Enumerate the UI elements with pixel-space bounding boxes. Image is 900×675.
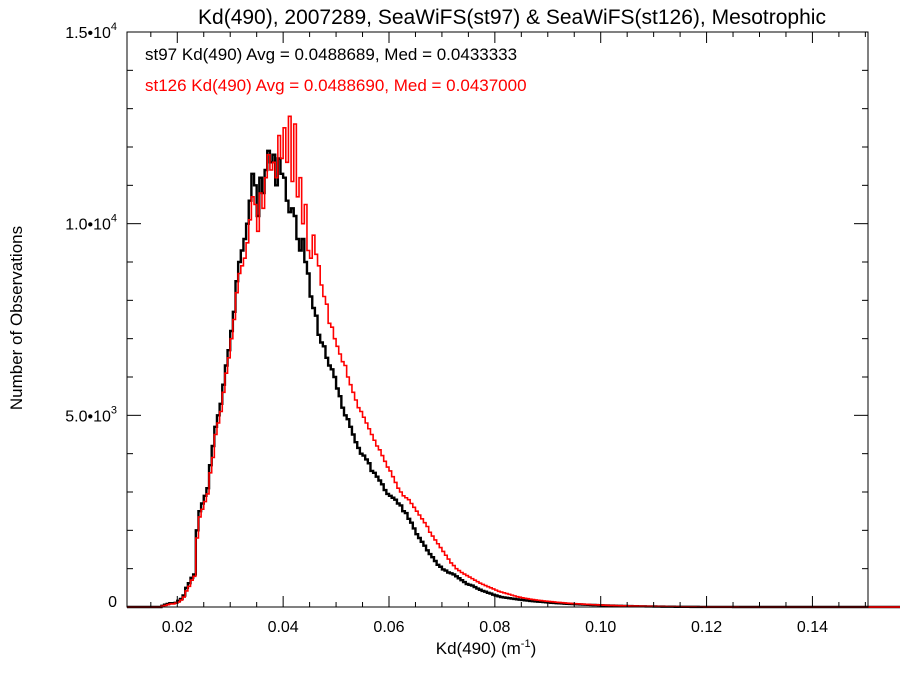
- x-tick-label: 0.06: [373, 619, 404, 636]
- plot-frame: [126, 31, 869, 608]
- x-tick-label: 0.12: [691, 619, 722, 636]
- y-axis-ticks: 0 5.0•103 1.0•104 1.5•104: [65, 21, 868, 611]
- x-tick-label: 0.10: [585, 619, 616, 636]
- annotation-2: st126 Kd(490) Avg = 0.0488690, Med = 0.0…: [145, 76, 527, 95]
- x-tick-label: 0.02: [162, 619, 193, 636]
- y-tick-label: 5.0•103: [65, 404, 117, 425]
- x-tick-label: 0.04: [268, 619, 299, 636]
- annotation-1: st97 Kd(490) Avg = 0.0488689, Med = 0.04…: [145, 45, 517, 64]
- x-axis-label: Kd(490) (m-1): [436, 638, 536, 658]
- y-tick-label: 1.0•104: [65, 213, 117, 234]
- annotations: st97 Kd(490) Avg = 0.0488689, Med = 0.04…: [145, 45, 527, 95]
- x-axis-ticks: 0.02 0.04 0.06 0.08 0.10 0.12 0.14: [150, 32, 866, 636]
- series-st126-line: [127, 115, 900, 608]
- x-tick-label: 0.14: [797, 619, 828, 636]
- series-group: [127, 115, 900, 609]
- y-axis-label: Number of Observations: [7, 226, 26, 410]
- x-tick-label: 0.08: [479, 619, 510, 636]
- series-st97-line: [127, 149, 900, 609]
- chart-title: Kd(490), 2007289, SeaWiFS(st97) & SeaWiF…: [198, 6, 826, 29]
- y-tick-label: 1.5•104: [65, 21, 117, 42]
- y-tick-label: 0: [108, 594, 117, 611]
